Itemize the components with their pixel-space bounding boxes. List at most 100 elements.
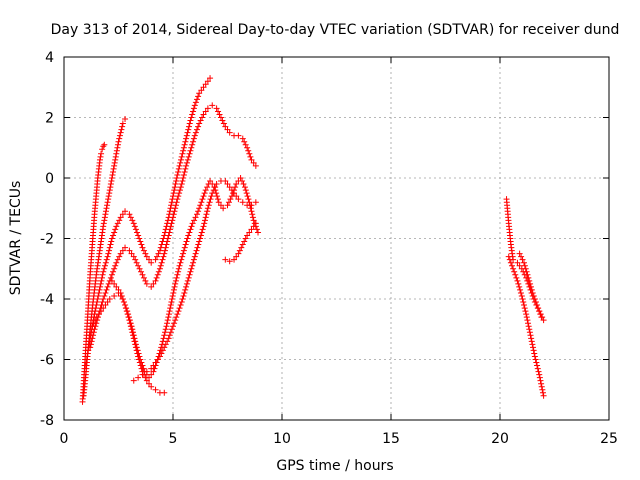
data-point <box>107 241 114 248</box>
data-point <box>92 317 99 324</box>
data-point <box>100 223 107 230</box>
data-point <box>183 159 190 166</box>
data-point <box>248 226 255 233</box>
data-point <box>191 217 198 224</box>
data-point <box>199 114 206 121</box>
data-point <box>244 193 251 200</box>
data-point <box>181 244 188 251</box>
data-point <box>207 75 214 82</box>
data-point <box>249 214 256 221</box>
data-point <box>180 171 187 178</box>
data-point <box>526 329 533 336</box>
data-point <box>248 208 255 215</box>
data-point <box>168 299 175 306</box>
data-point <box>176 162 183 169</box>
data-point <box>231 256 238 263</box>
data-point <box>505 253 512 260</box>
data-point <box>186 271 193 278</box>
y-tick-label: 4 <box>45 50 54 66</box>
data-point <box>91 326 98 333</box>
data-point <box>114 256 121 263</box>
data-point <box>156 265 163 272</box>
data-point <box>167 329 174 336</box>
data-point <box>222 123 229 130</box>
data-point <box>178 299 185 306</box>
data-point <box>130 332 137 339</box>
data-point <box>112 226 119 233</box>
data-point <box>237 175 244 181</box>
data-point <box>198 87 205 94</box>
data-point <box>135 356 142 363</box>
data-point <box>161 250 168 257</box>
data-point <box>531 296 538 302</box>
data-point <box>253 226 260 233</box>
data-point <box>228 187 235 194</box>
data-point <box>524 317 531 324</box>
data-point <box>248 202 255 209</box>
data-point <box>100 305 107 312</box>
data-point <box>112 262 119 269</box>
data-point <box>115 138 122 145</box>
data-point <box>164 235 171 242</box>
data-point <box>119 123 126 130</box>
data-point <box>224 202 231 209</box>
data-point <box>152 386 159 393</box>
data-point <box>527 283 534 290</box>
data-point <box>241 184 248 191</box>
data-point <box>516 283 523 290</box>
data-point <box>220 120 227 127</box>
data-point <box>135 232 142 239</box>
data-point <box>129 329 136 336</box>
data-point <box>169 217 176 224</box>
data-point <box>185 123 192 130</box>
data-point <box>191 253 198 260</box>
data-point <box>137 362 144 369</box>
data-point <box>525 323 532 330</box>
data-point <box>185 274 192 281</box>
data-point <box>173 175 180 181</box>
data-point <box>134 350 141 357</box>
data-point <box>164 238 171 245</box>
data-point <box>225 199 232 206</box>
chart-title: Day 313 of 2014, Sidereal Day-to-day VTE… <box>51 22 620 38</box>
data-point <box>181 168 188 175</box>
data-point <box>186 229 193 236</box>
data-point <box>117 129 124 136</box>
data-point <box>200 111 207 118</box>
data-point <box>179 150 186 157</box>
data-point <box>100 220 107 227</box>
data-point <box>177 302 184 309</box>
data-point <box>181 141 188 148</box>
data-point <box>129 217 136 224</box>
data-point <box>180 250 187 257</box>
data-point <box>102 289 109 296</box>
data-point <box>239 135 246 142</box>
data-point <box>186 150 193 157</box>
data-point <box>536 371 543 378</box>
data-point <box>166 229 173 236</box>
data-point <box>537 311 544 318</box>
data-point <box>525 274 532 281</box>
data-point <box>106 244 113 251</box>
data-point <box>106 190 113 197</box>
data-point <box>139 244 146 251</box>
data-point <box>195 208 202 215</box>
data-point <box>108 175 115 181</box>
data-point <box>162 326 169 333</box>
data-point <box>111 265 118 272</box>
data-point <box>190 256 197 263</box>
data-point <box>204 105 211 112</box>
data-point <box>529 289 536 296</box>
y-tick-label: -2 <box>40 232 54 248</box>
data-point <box>165 335 172 342</box>
data-point <box>148 383 155 390</box>
data-point <box>520 299 527 306</box>
data-point <box>196 90 203 97</box>
data-point <box>202 81 209 88</box>
data-point <box>140 247 147 254</box>
data-point <box>128 250 135 257</box>
data-point <box>190 105 197 112</box>
data-point <box>241 238 248 245</box>
data-point <box>122 302 129 309</box>
data-point <box>103 205 110 212</box>
